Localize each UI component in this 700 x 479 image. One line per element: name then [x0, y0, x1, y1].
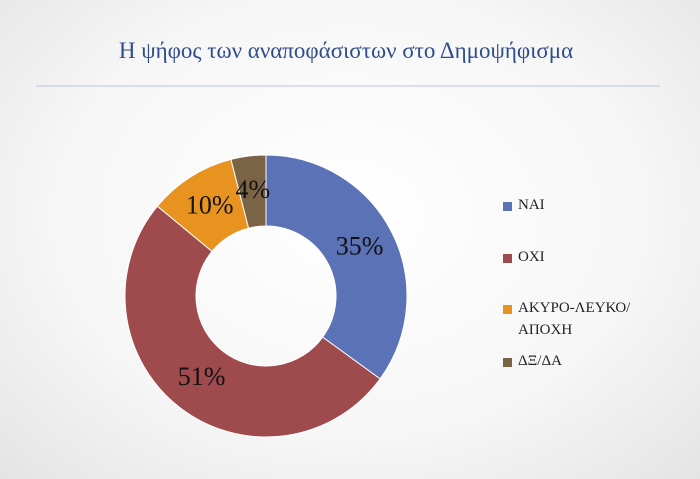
legend-swatch: [503, 202, 512, 211]
legend-swatch: [503, 305, 512, 314]
data-label: 35%: [336, 231, 384, 260]
donut-slice: [124, 205, 381, 438]
data-label: 10%: [186, 190, 234, 219]
legend-swatch: [503, 254, 512, 263]
legend-label: ΔΞ/ΔΑ: [518, 353, 562, 369]
legend-label: ΑΚΥΡΟ-ΛΕΥΚΟ/ΑΠΟΧΗ: [518, 300, 631, 338]
chart-title: Η ψήφος των αναποφάσιστων στο Δημοψήφισμ…: [119, 38, 573, 63]
legend-swatch: [503, 358, 512, 367]
legend-label: ΟΧΙ: [518, 249, 545, 265]
donut-slice: [265, 154, 408, 380]
data-label: 4%: [236, 175, 271, 204]
data-label: 51%: [178, 362, 226, 391]
legend-label: ΝΑΙ: [518, 197, 545, 213]
donut-slice: [230, 154, 267, 229]
